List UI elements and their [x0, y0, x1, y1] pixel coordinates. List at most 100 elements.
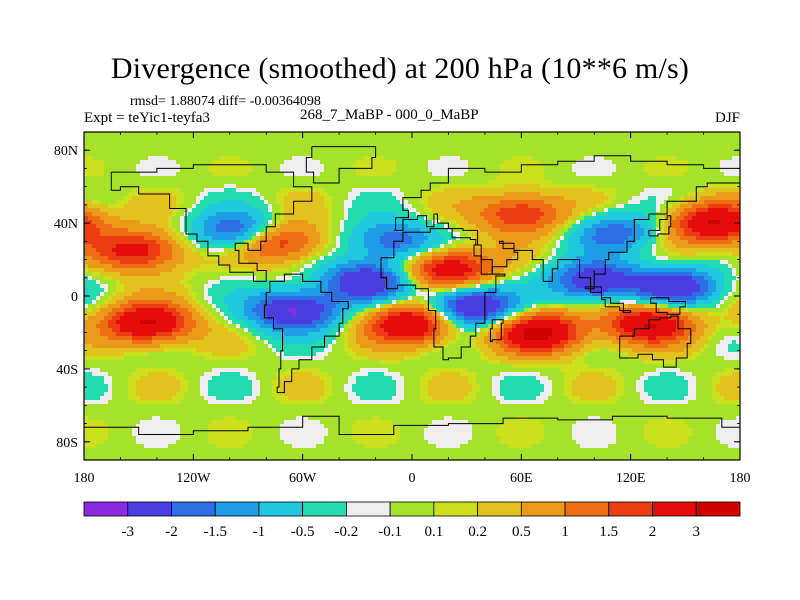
field-cell — [736, 132, 740, 137]
field-cell — [700, 156, 705, 161]
field-cell — [212, 160, 217, 165]
field-cell — [164, 148, 169, 153]
field-cell — [476, 244, 481, 249]
field-cell — [396, 204, 401, 209]
field-cell — [560, 216, 565, 221]
field-cell — [140, 152, 145, 157]
field-cell — [728, 160, 733, 165]
field-cell — [540, 204, 545, 209]
field-cell — [560, 220, 565, 225]
field-cell — [664, 224, 669, 229]
field-cell — [672, 244, 677, 249]
field-cell — [496, 224, 501, 229]
field-cell — [720, 132, 725, 137]
field-cell — [592, 224, 597, 229]
field-cell — [204, 180, 209, 185]
field-cell — [392, 196, 397, 201]
field-cell — [336, 168, 341, 173]
field-cell — [172, 200, 177, 205]
field-cell — [112, 192, 117, 197]
field-cell — [92, 144, 97, 149]
field-cell — [396, 152, 401, 157]
field-cell — [184, 240, 189, 245]
field-cell — [232, 252, 237, 257]
field-cell — [612, 232, 617, 237]
field-cell — [696, 184, 701, 189]
field-cell — [280, 172, 285, 177]
field-cell — [96, 160, 101, 165]
field-cell — [660, 208, 665, 213]
field-cell — [544, 244, 549, 249]
field-cell — [164, 132, 169, 137]
field-cell — [320, 204, 325, 209]
field-cell — [240, 172, 245, 177]
field-cell — [120, 244, 125, 249]
field-cell — [260, 216, 265, 221]
field-cell — [692, 156, 697, 161]
field-cell — [720, 148, 725, 153]
field-cell — [304, 204, 309, 209]
field-cell — [288, 152, 293, 157]
field-cell — [488, 172, 493, 177]
field-cell — [552, 236, 557, 241]
field-cell — [328, 176, 333, 181]
field-cell — [716, 200, 721, 205]
field-cell — [632, 188, 637, 193]
field-cell — [232, 132, 237, 137]
field-cell — [452, 172, 457, 177]
field-cell — [312, 228, 317, 233]
field-cell — [288, 236, 293, 241]
field-cell — [232, 144, 237, 149]
field-cell — [136, 188, 141, 193]
field-cell — [636, 228, 641, 233]
field-cell — [168, 228, 173, 233]
field-cell — [352, 248, 357, 253]
field-cell — [380, 220, 385, 225]
field-cell — [532, 148, 537, 153]
field-cell — [284, 220, 289, 225]
field-cell — [604, 236, 609, 241]
field-cell — [88, 148, 93, 153]
field-cell — [172, 208, 177, 213]
field-cell — [268, 212, 273, 217]
field-cell — [612, 176, 617, 181]
field-cell — [328, 188, 333, 193]
field-cell — [164, 180, 169, 185]
field-cell — [156, 196, 161, 201]
field-cell — [584, 196, 589, 201]
field-cell — [92, 216, 97, 221]
field-cell — [724, 160, 729, 165]
field-cell — [520, 204, 525, 209]
field-cell — [112, 168, 117, 173]
field-cell — [652, 156, 657, 161]
field-cell — [436, 228, 441, 233]
field-cell — [260, 204, 265, 209]
field-cell — [544, 248, 549, 253]
field-cell — [536, 244, 541, 249]
field-cell — [236, 184, 241, 189]
field-cell — [120, 224, 125, 229]
field-cell — [236, 252, 241, 257]
field-cell — [224, 180, 229, 185]
field-cell — [548, 196, 553, 201]
field-cell — [124, 200, 129, 205]
field-cell — [168, 184, 173, 189]
field-cell — [216, 156, 221, 161]
field-cell — [448, 140, 453, 145]
field-cell — [444, 136, 449, 141]
field-cell — [432, 248, 437, 253]
field-cell — [532, 136, 537, 141]
field-cell — [556, 196, 561, 201]
field-cell — [408, 152, 413, 157]
field-cell — [736, 228, 740, 233]
field-cell — [496, 164, 501, 169]
field-cell — [196, 192, 201, 197]
field-cell — [188, 132, 193, 137]
field-cell — [152, 208, 157, 213]
field-cell — [364, 164, 369, 169]
field-cell — [332, 188, 337, 193]
field-cell — [572, 196, 577, 201]
field-cell — [188, 236, 193, 241]
field-cell — [680, 216, 685, 221]
field-cell — [384, 236, 389, 241]
